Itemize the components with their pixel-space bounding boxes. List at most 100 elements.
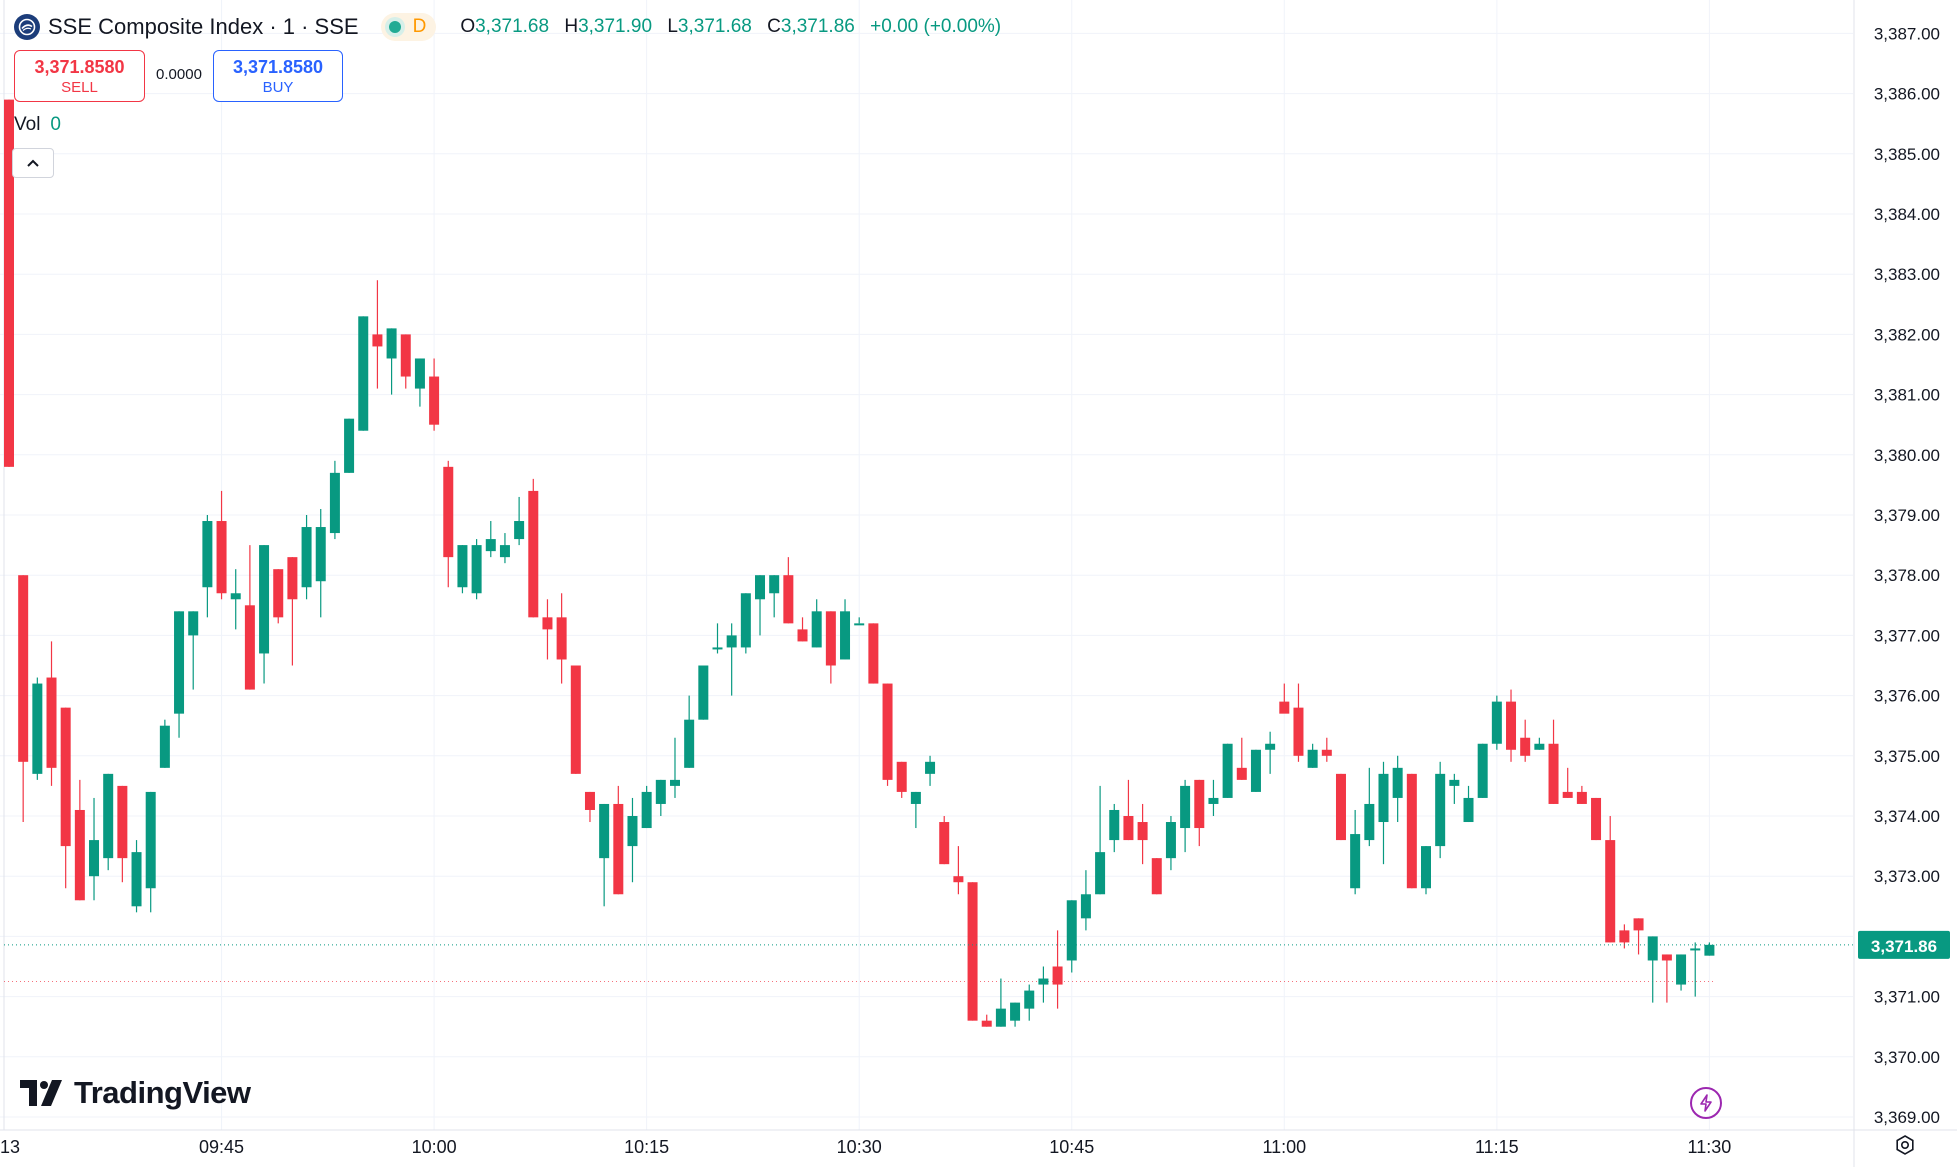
- candle-body[interactable]: [1676, 954, 1687, 985]
- candle-body[interactable]: [273, 569, 284, 618]
- candle-body[interactable]: [769, 575, 780, 594]
- chart-settings-button[interactable]: [1892, 1132, 1918, 1158]
- tradingview-logo[interactable]: TradingView: [20, 1075, 251, 1111]
- candle-body[interactable]: [556, 617, 567, 660]
- candle-body[interactable]: [1335, 773, 1346, 841]
- candle-body[interactable]: [953, 876, 964, 883]
- candle-body[interactable]: [655, 779, 666, 804]
- candle-body[interactable]: [1633, 918, 1644, 931]
- candle-body[interactable]: [344, 418, 355, 473]
- candle-body[interactable]: [1520, 737, 1531, 756]
- candle-body[interactable]: [499, 545, 510, 558]
- candle-body[interactable]: [74, 809, 85, 901]
- candle-body[interactable]: [1123, 816, 1134, 841]
- candle-body[interactable]: [825, 611, 836, 666]
- candle-body[interactable]: [1180, 785, 1191, 829]
- candle-body[interactable]: [1265, 743, 1276, 750]
- candle-body[interactable]: [1378, 773, 1389, 823]
- candle-body[interactable]: [1449, 779, 1460, 786]
- candle-body[interactable]: [315, 527, 326, 582]
- candle-body[interactable]: [386, 328, 397, 359]
- candle-body[interactable]: [1165, 822, 1176, 859]
- candle-body[interactable]: [868, 623, 879, 684]
- candle-body[interactable]: [1236, 767, 1247, 780]
- candle-body[interactable]: [542, 617, 553, 630]
- candle-body[interactable]: [1194, 779, 1205, 829]
- candle-body[interactable]: [301, 527, 312, 588]
- candle-body[interactable]: [1392, 767, 1403, 798]
- candle-body[interactable]: [1435, 773, 1446, 847]
- candle-body[interactable]: [1052, 966, 1063, 985]
- candle-body[interactable]: [372, 334, 383, 347]
- candle-body[interactable]: [1151, 858, 1162, 895]
- candle-body[interactable]: [1704, 944, 1715, 956]
- candle-body[interactable]: [570, 665, 581, 774]
- candle-body[interactable]: [1137, 822, 1148, 841]
- candle-body[interactable]: [910, 791, 921, 804]
- candle-body[interactable]: [613, 803, 624, 895]
- candle-body[interactable]: [1364, 803, 1375, 841]
- candle-body[interactable]: [358, 316, 369, 431]
- candle-body[interactable]: [485, 539, 496, 552]
- candle-body[interactable]: [471, 545, 482, 594]
- candle-body[interactable]: [1619, 930, 1630, 943]
- candle-body[interactable]: [443, 466, 454, 558]
- candle-body[interactable]: [726, 635, 737, 648]
- candle-body[interactable]: [939, 822, 950, 865]
- candle-body[interactable]: [797, 629, 808, 642]
- candle-body[interactable]: [854, 623, 865, 626]
- candle-body[interactable]: [1491, 701, 1502, 744]
- candle-body[interactable]: [103, 773, 114, 859]
- candle-body[interactable]: [1661, 954, 1672, 961]
- candle-body[interactable]: [1321, 749, 1332, 756]
- market-status-pill[interactable]: D: [380, 13, 437, 41]
- candle-body[interactable]: [400, 334, 411, 377]
- candle-body[interactable]: [627, 816, 638, 847]
- candle-body[interactable]: [1066, 900, 1077, 961]
- candle-body[interactable]: [259, 545, 270, 654]
- candle-body[interactable]: [811, 611, 822, 648]
- candle-body[interactable]: [698, 665, 709, 720]
- candle-body[interactable]: [925, 761, 936, 774]
- candle-body[interactable]: [514, 521, 525, 540]
- candle-body[interactable]: [1548, 743, 1559, 804]
- sell-button[interactable]: 3,371.8580 SELL: [14, 50, 145, 102]
- candle-body[interactable]: [755, 575, 766, 600]
- candle-body[interactable]: [46, 677, 57, 768]
- candle-body[interactable]: [1038, 978, 1049, 985]
- candle-body[interactable]: [1506, 701, 1517, 750]
- candle-body[interactable]: [599, 803, 610, 859]
- candle-body[interactable]: [174, 611, 185, 714]
- candle-body[interactable]: [1690, 948, 1701, 951]
- collapse-legend-button[interactable]: [12, 148, 54, 178]
- candle-body[interactable]: [1024, 990, 1035, 1009]
- candle-body[interactable]: [1576, 791, 1587, 804]
- candle-body[interactable]: [1109, 809, 1120, 841]
- candle-body[interactable]: [1406, 773, 1417, 889]
- candle-body[interactable]: [457, 545, 468, 588]
- candle-body[interactable]: [287, 557, 298, 600]
- candle-body[interactable]: [981, 1020, 992, 1027]
- candle-body[interactable]: [1647, 936, 1658, 961]
- candle-body[interactable]: [1463, 797, 1474, 823]
- candle-body[interactable]: [1279, 701, 1290, 714]
- candle-body[interactable]: [329, 472, 340, 534]
- candle-body[interactable]: [1208, 797, 1219, 804]
- candle-body[interactable]: [117, 785, 128, 859]
- volume-legend[interactable]: Vol 0: [14, 114, 61, 136]
- candle-body[interactable]: [1477, 743, 1488, 798]
- candle-body[interactable]: [712, 647, 723, 650]
- candle-body[interactable]: [1591, 797, 1602, 841]
- candle-body[interactable]: [669, 779, 680, 786]
- candle-body[interactable]: [4, 99, 14, 467]
- candle-body[interactable]: [230, 593, 241, 600]
- candle-body[interactable]: [1080, 894, 1091, 919]
- candle-body[interactable]: [882, 683, 893, 780]
- candle-body[interactable]: [1605, 840, 1616, 943]
- buy-button[interactable]: 3,371.8580 BUY: [213, 50, 343, 102]
- candle-body[interactable]: [429, 376, 440, 425]
- candle-body[interactable]: [641, 791, 652, 829]
- candle-body[interactable]: [1534, 743, 1545, 750]
- candle-body[interactable]: [1250, 749, 1261, 792]
